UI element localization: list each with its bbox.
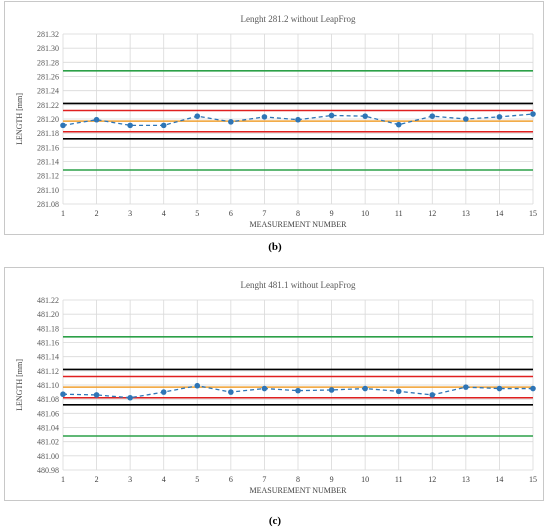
data-point	[60, 391, 66, 398]
data-point	[395, 121, 402, 128]
chart-svg-c: Lenght 481.1 without LeapFrog 480.98 481.0…	[15, 280, 537, 495]
x-tick-label: 4	[162, 209, 166, 218]
x-tick-label: 8	[296, 475, 300, 484]
data-point	[463, 116, 469, 122]
y-axis-label: LENGTH [mm]	[15, 93, 24, 145]
y-tick-label: 481.20	[37, 310, 59, 319]
y-tick-label: 281.12	[37, 172, 59, 181]
x-tick-label: 14	[495, 209, 503, 218]
x-tick-label: 10	[361, 209, 369, 218]
chart-caption-b: (b)	[268, 241, 282, 253]
data-point	[160, 389, 167, 395]
y-axis-label: LENGTH [mm]	[15, 359, 24, 411]
y-tick-label: 481.08	[37, 395, 59, 404]
x-tick-label: 15	[529, 209, 537, 218]
data-point	[328, 387, 335, 393]
y-tick-label: 281.22	[37, 101, 59, 110]
x-axis-label: MEASUREMENT NUMBER	[250, 220, 348, 229]
y-tick-label: 481.04	[37, 424, 59, 433]
data-point	[496, 385, 503, 392]
y-tick-label: 281.18	[37, 129, 59, 138]
x-tick-label: 8	[296, 209, 300, 218]
data-point	[530, 111, 536, 117]
data-point	[295, 387, 301, 394]
chart-panel-b: Lenght 281.2 without LeapFrog 281.08 281.1…	[4, 1, 544, 235]
data-point	[127, 122, 133, 129]
x-tick-label: 14	[495, 475, 503, 484]
y-tick-label: 281.10	[37, 186, 59, 195]
y-tick-label: 481.12	[37, 367, 59, 376]
data-point	[463, 384, 469, 390]
x-tick-label: 13	[462, 209, 470, 218]
data-point	[228, 389, 234, 395]
data-point	[228, 119, 234, 125]
x-tick-label: 12	[428, 475, 436, 484]
y-tick-label: 481.06	[37, 409, 59, 418]
y-tick-label: 481.18	[37, 324, 59, 333]
data-point	[261, 114, 268, 120]
chart-svg-b: Lenght 281.2 without LeapFrog 281.08 281.1…	[15, 14, 537, 229]
y-tick-label: 481.14	[37, 353, 59, 362]
data-point	[127, 394, 133, 401]
x-tick-label: 15	[529, 475, 537, 484]
x-tick-label: 6	[229, 209, 233, 218]
chart-title: Lenght 281.2 without LeapFrog	[241, 14, 356, 24]
y-tick-label: 281.08	[37, 200, 59, 209]
data-point	[261, 385, 268, 392]
data-point	[295, 116, 301, 123]
y-tick-label: 281.26	[37, 73, 59, 82]
y-tick-label: 281.28	[37, 58, 59, 67]
chart-title: Lenght 481.1 without LeapFrog	[241, 280, 356, 290]
x-tick-label: 10	[361, 475, 369, 484]
x-tick-label: 9	[330, 475, 334, 484]
y-tick-label: 281.32	[37, 30, 59, 39]
y-tick-label: 281.16	[37, 143, 59, 152]
y-tick-label: 481.00	[37, 452, 59, 461]
data-point	[530, 385, 536, 392]
y-tick-label: 480.98	[37, 466, 59, 475]
data-point	[60, 122, 66, 129]
x-tick-label: 9	[330, 209, 334, 218]
data-point	[194, 113, 201, 119]
y-tick-label: 281.14	[37, 158, 59, 167]
data-point	[429, 113, 436, 119]
y-tick-label: 281.20	[37, 115, 59, 124]
y-tick-label: 281.30	[37, 44, 59, 53]
x-tick-label: 12	[428, 209, 436, 218]
x-tick-label: 3	[128, 475, 132, 484]
data-point	[194, 382, 201, 389]
x-tick-label: 7	[262, 475, 266, 484]
y-tick-label: 481.16	[37, 339, 59, 348]
x-tick-label: 11	[395, 475, 403, 484]
chart-caption-c: (c)	[268, 515, 282, 527]
data-point	[160, 122, 167, 129]
data-point	[362, 385, 368, 392]
x-axis-label: MEASUREMENT NUMBER	[250, 486, 348, 495]
y-tick-label: 281.24	[37, 87, 59, 96]
x-tick-label: 7	[262, 209, 266, 218]
x-tick-label: 4	[162, 475, 166, 484]
x-tick-label: 11	[395, 209, 403, 218]
y-tick-label: 481.10	[37, 381, 59, 390]
data-point	[93, 116, 100, 123]
series-line	[62, 385, 533, 399]
x-tick-label: 6	[229, 475, 233, 484]
chart-panel-c: Lenght 481.1 without LeapFrog 480.98 481.0…	[4, 267, 544, 501]
x-tick-label: 1	[61, 475, 65, 484]
x-tick-label: 5	[195, 475, 199, 484]
x-tick-label: 1	[61, 209, 65, 218]
data-point	[362, 113, 368, 119]
x-tick-label: 13	[462, 475, 470, 484]
x-tick-label: 3	[128, 209, 132, 218]
data-point	[395, 388, 402, 395]
y-tick-label: 481.22	[37, 296, 59, 305]
y-tick-label: 481.02	[37, 438, 59, 447]
x-tick-label: 2	[95, 209, 99, 218]
x-tick-label: 5	[195, 209, 199, 218]
data-point	[93, 392, 100, 398]
data-point	[429, 392, 436, 398]
x-tick-label: 2	[95, 475, 99, 484]
data-point	[328, 112, 335, 119]
data-point	[496, 114, 503, 120]
